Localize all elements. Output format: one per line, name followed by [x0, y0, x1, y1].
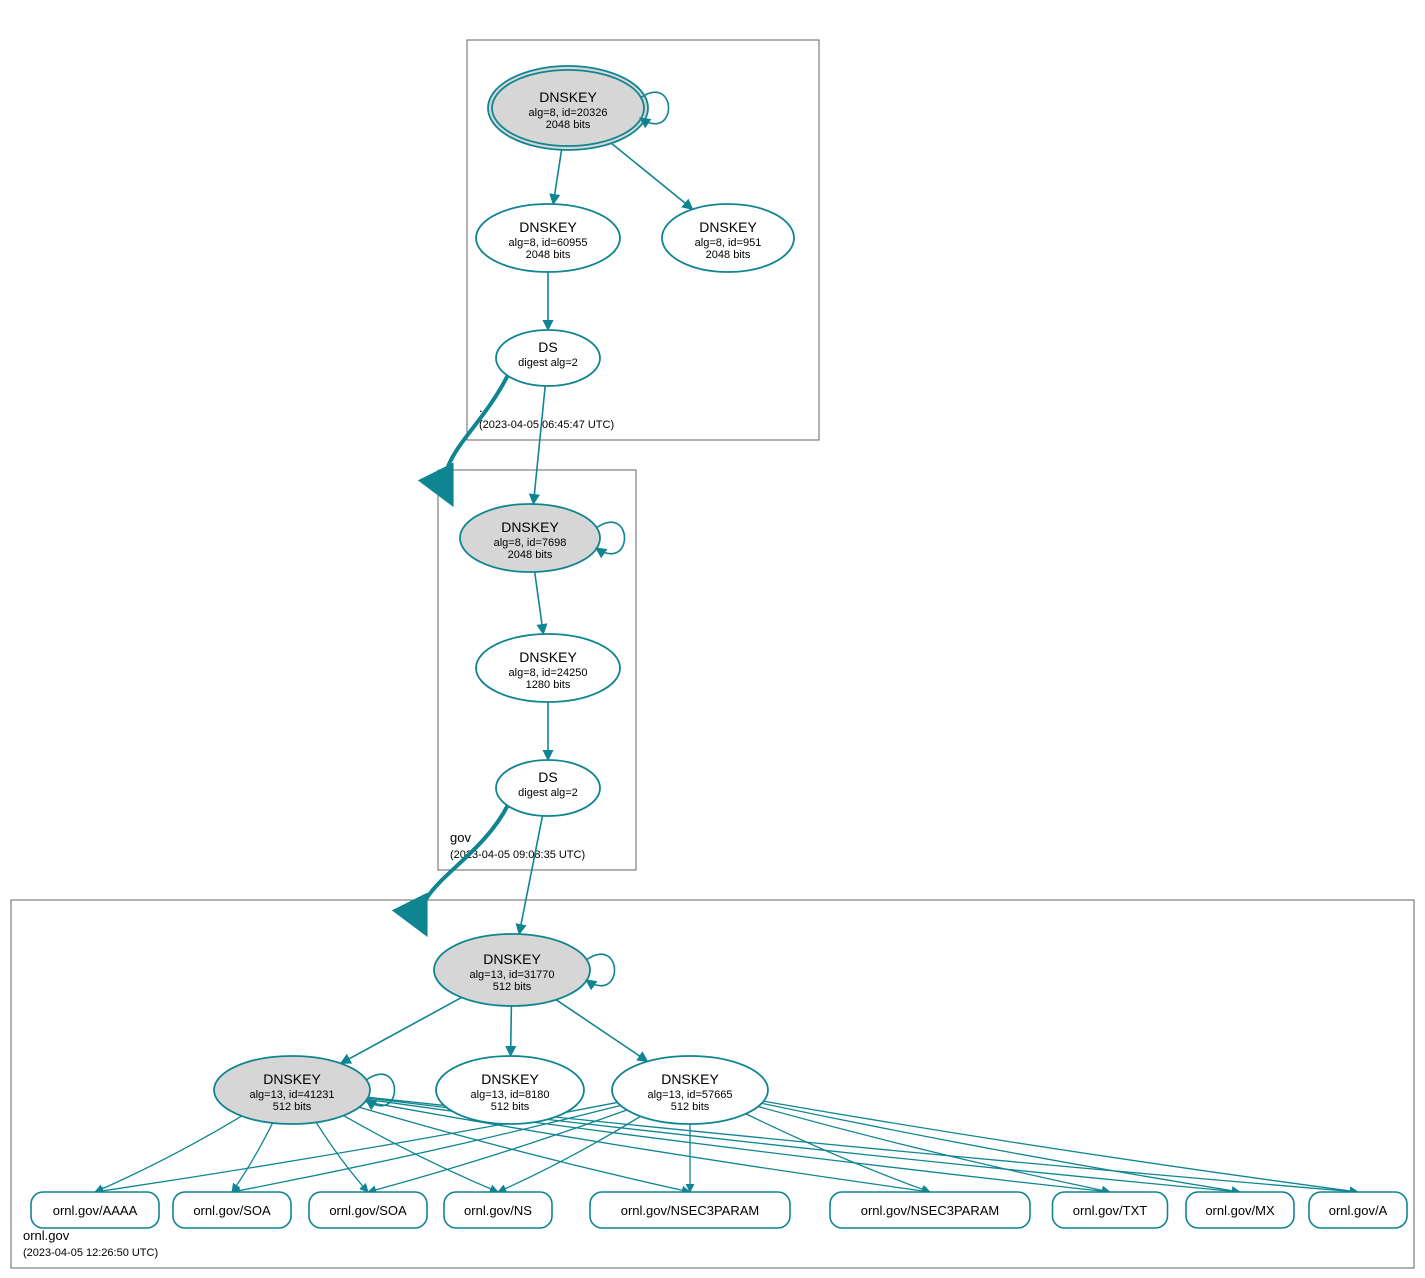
record-label: ornl.gov/SOA: [329, 1203, 407, 1218]
dnssec-diagram: .(2023-04-05 06:45:47 UTC)gov(2023-04-05…: [0, 0, 1425, 1278]
node-sub1: alg=13, id=8180: [471, 1089, 550, 1101]
edges: [95, 140, 1358, 1192]
node-sub1: alg=13, id=31770: [469, 969, 554, 981]
edge: [232, 1123, 273, 1192]
node-ornl_zsk3: DNSKEY alg=13, id=57665512 bits: [612, 1056, 768, 1124]
edge: [535, 572, 544, 634]
record-label: ornl.gov/MX: [1205, 1203, 1275, 1218]
node-sub1: alg=8, id=20326: [529, 107, 608, 119]
node-sub1: digest alg=2: [518, 787, 578, 799]
node-root_ksk: DNSKEY alg=8, id=203262048 bits: [488, 66, 669, 150]
record-label: ornl.gov/NS: [464, 1203, 532, 1218]
node-sub1: alg=8, id=951: [695, 237, 762, 249]
node-title: DNSKEY: [481, 1071, 539, 1087]
node-title: DNSKEY: [661, 1071, 719, 1087]
edge: [608, 140, 693, 209]
node-sub1: alg=8, id=24250: [509, 667, 588, 679]
node-sub1: alg=8, id=60955: [509, 237, 588, 249]
node-title: DNSKEY: [483, 951, 541, 967]
node-title: DNSKEY: [519, 649, 577, 665]
node-title: DNSKEY: [539, 89, 597, 105]
node-sub2: 512 bits: [493, 981, 532, 993]
record-label: ornl.gov/SOA: [193, 1203, 271, 1218]
node-root_ds: DS digest alg=2: [496, 330, 600, 386]
node-sub2: 1280 bits: [526, 679, 571, 691]
node-title: DS: [538, 339, 557, 355]
node-sub1: digest alg=2: [518, 357, 578, 369]
edge: [344, 1116, 498, 1192]
node-root_zsk2: DNSKEY alg=8, id=9512048 bits: [662, 204, 794, 272]
node-ornl_zsk2: DNSKEY alg=13, id=8180512 bits: [436, 1056, 584, 1124]
zone-timestamp: (2023-04-05 06:45:47 UTC): [479, 419, 614, 431]
node-sub1: alg=13, id=41231: [249, 1089, 334, 1101]
record-label: ornl.gov/NSEC3PARAM: [621, 1203, 759, 1218]
edge: [511, 1006, 512, 1056]
node-sub1: alg=13, id=57665: [647, 1089, 732, 1101]
node-gov_ksk: DNSKEY alg=8, id=76982048 bits: [460, 504, 625, 572]
record-label: ornl.gov/A: [1329, 1203, 1388, 1218]
node-title: DNSKEY: [263, 1071, 321, 1087]
node-title: DNSKEY: [699, 219, 757, 235]
node-title: DNSKEY: [501, 519, 559, 535]
node-sub2: 2048 bits: [508, 549, 553, 561]
zone-timestamp: (2023-04-05 12:26:50 UTC): [23, 1247, 158, 1259]
node-sub2: 512 bits: [491, 1101, 530, 1113]
record-label: ornl.gov/TXT: [1073, 1203, 1147, 1218]
edge: [316, 1122, 368, 1192]
edge: [519, 816, 542, 934]
node-sub1: alg=8, id=7698: [494, 537, 567, 549]
node-sub2: 2048 bits: [706, 249, 751, 261]
node-title: DNSKEY: [519, 219, 577, 235]
edge: [553, 146, 562, 204]
record-label: ornl.gov/AAAA: [53, 1203, 138, 1218]
node-gov_zsk: DNSKEY alg=8, id=242501280 bits: [476, 634, 620, 702]
edge-delegation: [421, 805, 508, 930]
zone-label: gov: [450, 830, 471, 845]
record-label: ornl.gov/NSEC3PARAM: [861, 1203, 999, 1218]
node-gov_ds: DS digest alg=2: [496, 760, 600, 816]
node-root_zsk1: DNSKEY alg=8, id=609552048 bits: [476, 204, 620, 272]
node-sub2: 512 bits: [671, 1101, 710, 1113]
node-ornl_zsk1: DNSKEY alg=13, id=41231512 bits: [214, 1056, 395, 1124]
edge: [533, 386, 545, 504]
node-sub2: 512 bits: [273, 1101, 312, 1113]
edge-delegation: [445, 375, 508, 500]
node-title: DS: [538, 769, 557, 785]
node-sub2: 2048 bits: [526, 249, 571, 261]
node-ornl_ksk: DNSKEY alg=13, id=31770512 bits: [434, 934, 615, 1006]
edge: [341, 997, 462, 1063]
edge: [556, 1000, 648, 1062]
zone-label: ornl.gov: [23, 1228, 70, 1243]
node-sub2: 2048 bits: [546, 119, 591, 131]
